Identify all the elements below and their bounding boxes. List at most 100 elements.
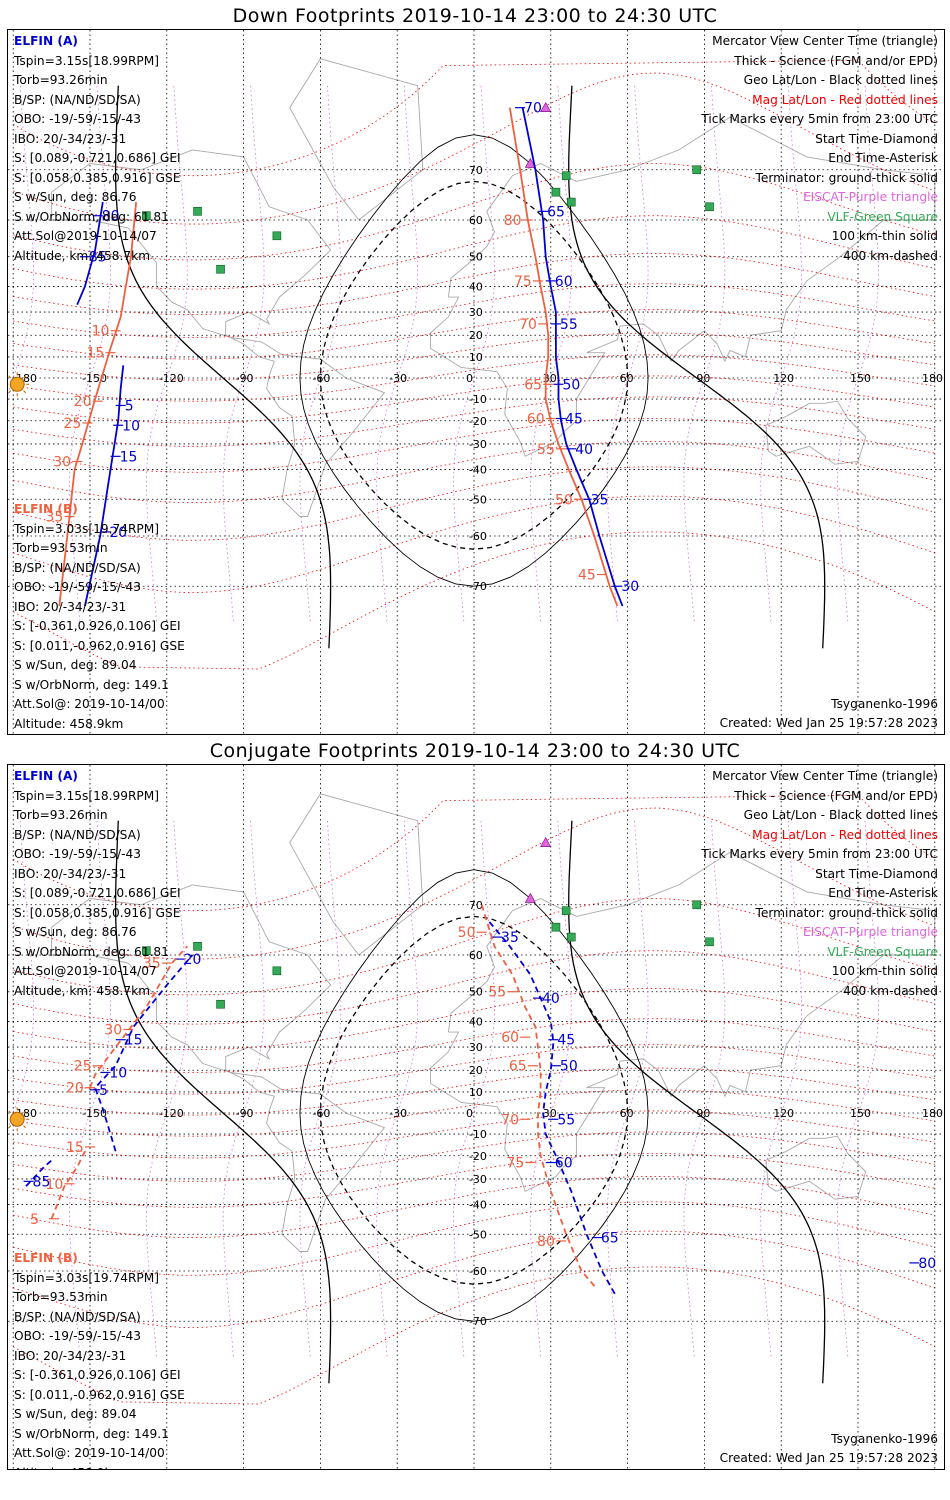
- tick-label: 45: [557, 1033, 575, 1049]
- lat-tick-label: -20: [469, 415, 487, 428]
- mag-parallel: [13, 332, 935, 381]
- vlf-station-icon: [193, 207, 202, 216]
- mag-parallel: [13, 466, 935, 541]
- lon-tick-label: 60: [620, 1107, 634, 1120]
- lat-tick-label: 60: [469, 214, 483, 227]
- elfin-b-line: S: [-0.361,0.926,0.106] GEI: [14, 1368, 181, 1382]
- lat-tick-label: 30: [469, 306, 483, 319]
- tick-label: 5: [30, 1212, 39, 1228]
- lon-tick-label: 0: [466, 1107, 473, 1120]
- lat-tick-label: 50: [469, 251, 483, 264]
- elfin-a-line: Torb=93.26min: [14, 808, 108, 822]
- tick-label: 55: [488, 985, 506, 1001]
- mag-parallel: [13, 1018, 935, 1073]
- conj-title: Conjugate Footprints 2019-10-14 23:00 to…: [209, 740, 741, 762]
- lon-tick-label: 60: [620, 372, 634, 385]
- down-title: Down Footprints 2019-10-14 23:00 to 24:3…: [232, 5, 718, 27]
- mag-parallel: [13, 252, 935, 315]
- vlf-station-icon: [561, 906, 571, 916]
- eiscat-station-icon: [524, 892, 536, 903]
- tick-label: 60: [527, 412, 545, 428]
- lon-tick-label: 180: [922, 1107, 943, 1120]
- tick-label: 80: [504, 213, 522, 229]
- legend-item: Geo Lat/Lon - Black dotted lines: [743, 808, 938, 822]
- lat-tick-label: 10: [469, 351, 483, 364]
- tick-label: 20: [184, 952, 202, 968]
- elfin-b-line: S w/OrbNorm, deg: 149.1: [14, 1426, 169, 1441]
- mag-parallel: [13, 1110, 935, 1159]
- sun-ray: [23, 390, 27, 394]
- lon-tick-label: -90: [236, 1107, 254, 1120]
- vlf-station-icon: [551, 922, 561, 932]
- legend-item: Thick - Science (FGM and/or EPD): [734, 53, 938, 68]
- legend-item: Thick - Science (FGM and/or EPD): [734, 788, 938, 803]
- tick-label: 15: [86, 346, 104, 362]
- tick-label: 30: [53, 455, 71, 471]
- mag-parallel: [13, 1201, 935, 1276]
- down-panel: -180 -150 -120 -90 -60 -30 0 30 60 90 120 150 180 -70…: [7, 29, 945, 735]
- tick-label: 20: [74, 394, 92, 410]
- elfin-b-line: B/SP: (NA/ND/SD/SA): [14, 1309, 141, 1324]
- vlf-station-icon: [566, 197, 576, 207]
- legend-item: 100 km-thin solid: [831, 964, 938, 978]
- elfin-a-line: B/SP: (NA/ND/SD/SA): [14, 827, 141, 842]
- elfin-b-line: Altitude: 458.9km: [14, 716, 124, 731]
- lon-tick-label: 150: [850, 372, 871, 385]
- tick-label: 55: [557, 1112, 575, 1128]
- elfin-b-line: OBO: -19/-59/-15/-43: [14, 1329, 142, 1343]
- elfin-b-line: Tspin=3.03s[19.74RPM]: [14, 1270, 160, 1285]
- tick-label: 25: [63, 416, 81, 432]
- lat-tick-label: -40: [469, 1199, 487, 1212]
- conj-map: -180 -150 -120 -90 -60 -30 0 30 60 90 120 150 180-70…: [8, 765, 944, 1469]
- terminator: [114, 85, 332, 649]
- elfin-a-line: S w/Sun, deg: 86.76: [14, 925, 137, 939]
- tick-label: 80: [102, 209, 120, 225]
- mag-parallel: [13, 1266, 935, 1405]
- mag-parallel: [13, 309, 935, 360]
- lat-tick-label: 20: [469, 329, 483, 342]
- mag-parallel: [13, 283, 935, 338]
- elfin-b-name: ELFIN (B): [14, 1251, 78, 1265]
- legend-item: 400 km-dashed: [843, 983, 938, 998]
- tick-label: 75: [514, 274, 532, 290]
- down-map: -180 -150 -120 -90 -60 -30 0 30 60 90 120 150 180-70…: [8, 30, 944, 734]
- lon-tick-label: 90: [696, 372, 710, 385]
- mag-parallel: [13, 375, 935, 424]
- vlf-station-icon: [692, 900, 702, 910]
- lat-tick-label: 30: [469, 1041, 483, 1054]
- mag-parallel: [13, 1067, 935, 1116]
- elfin-a-line: Altitude, km: 458.7km: [14, 248, 151, 263]
- legend-item: Start Time-Diamond: [815, 866, 938, 881]
- vlf-station-icon: [692, 165, 702, 175]
- elfin-a-info: ELFIN (A) Tspin=3.15s[18.99RPM] Torb=93.…: [14, 32, 181, 266]
- tick-label: 60: [555, 274, 573, 290]
- mag-parallel: [13, 418, 935, 473]
- lat-tick-label: -30: [469, 438, 487, 451]
- terminator: [568, 85, 826, 649]
- elfin-a-info: ELFIN (A) Tspin=3.15s[18.99RPM] Torb=93.…: [14, 767, 181, 1001]
- lat-tick-label: 20: [469, 1064, 483, 1077]
- lat-tick-label: -40: [469, 464, 487, 477]
- elfin-b-line: S: [0.011,-0.962,0.916] GSE: [14, 1387, 185, 1402]
- tick-label: 80: [918, 1256, 936, 1272]
- lat-tick-label: 70: [469, 164, 483, 177]
- elfin-b-line: IBO: 20/-34/23/-31: [14, 1348, 127, 1363]
- mag-parallel: [13, 987, 935, 1050]
- sun-disc: [9, 1111, 25, 1127]
- mag-parallel: [13, 441, 935, 504]
- track-line: [76, 201, 104, 306]
- lon-tick-label: -60: [312, 1107, 330, 1120]
- tick-label: 10: [109, 1065, 127, 1081]
- legend-item: Terminator: ground-thick solid: [755, 905, 938, 920]
- elfin-b-line: Tspin=3.03s[19.74RPM]: [14, 521, 160, 536]
- continent-outline: [430, 116, 936, 457]
- tick-label: 30: [104, 1022, 122, 1038]
- tick-label: 10: [92, 324, 110, 340]
- vlf-station-icon: [551, 187, 561, 197]
- lon-tick-label: 90: [696, 1107, 710, 1120]
- vlf-station-icon: [566, 932, 576, 942]
- model-credit: Tsyganenko-1996: [831, 697, 938, 711]
- elfin-a-line: S: [0.058,0.385,0.916] GSE: [14, 905, 181, 920]
- sun-ray: [8, 390, 12, 394]
